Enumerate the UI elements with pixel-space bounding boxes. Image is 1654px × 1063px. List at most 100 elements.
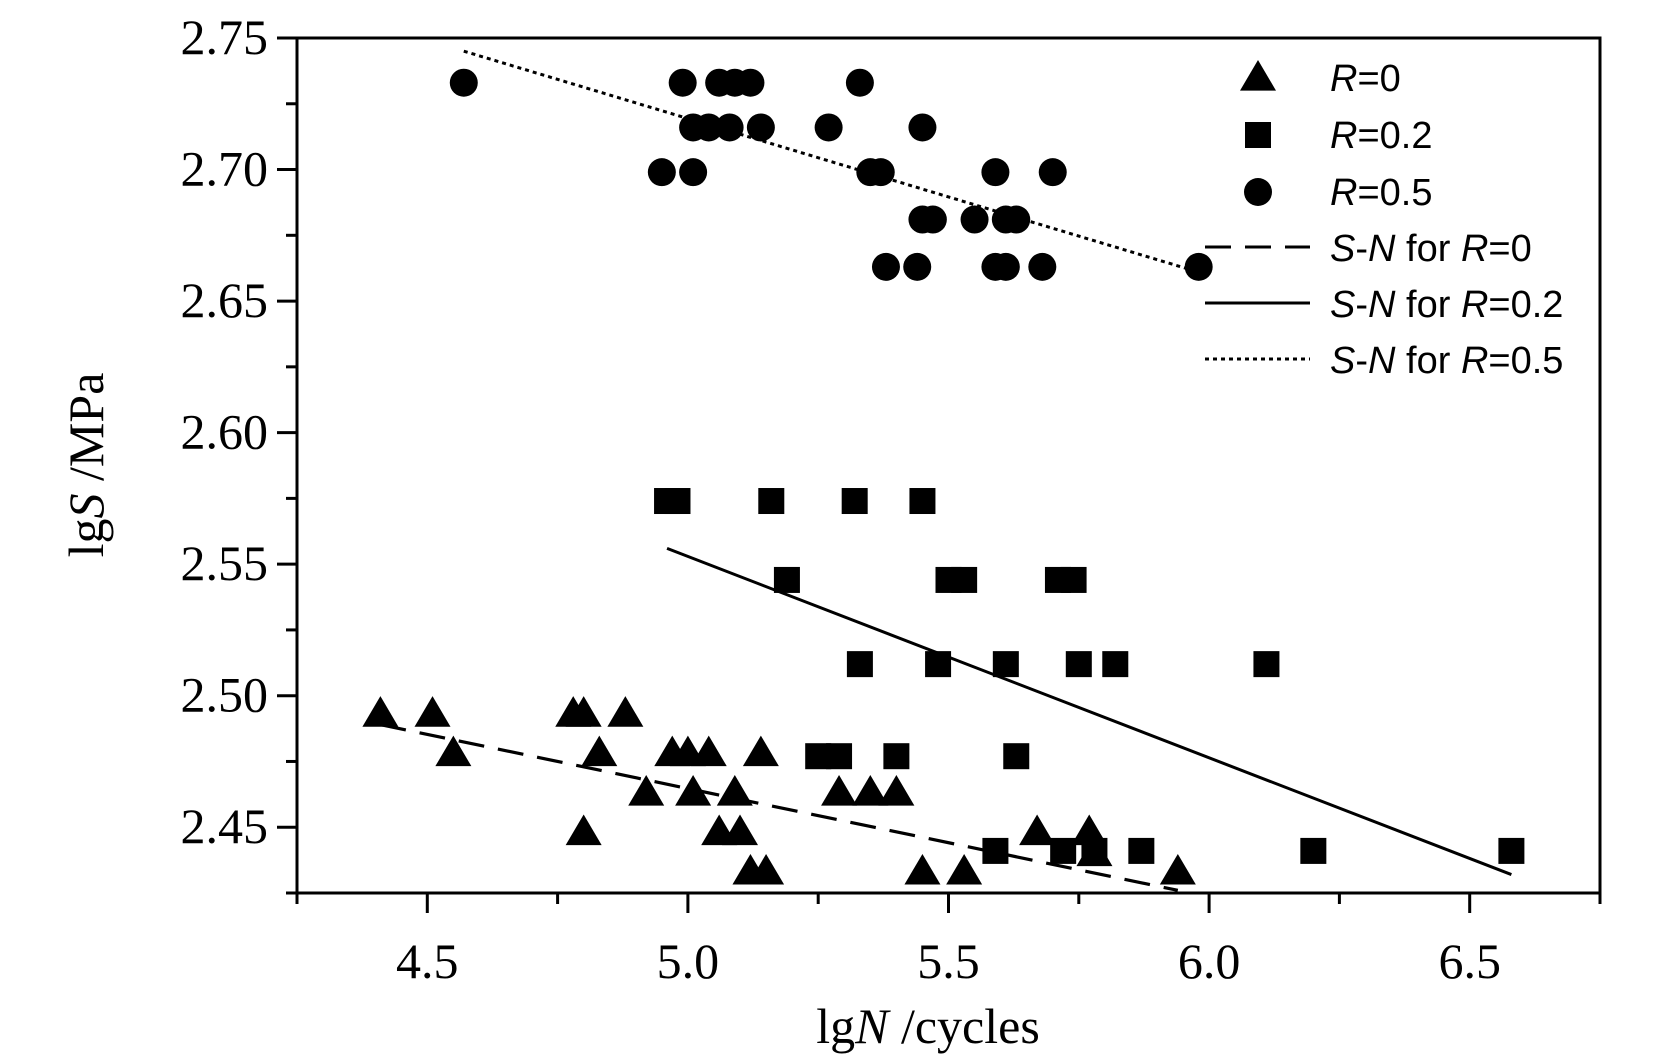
legend-label-part: R [1461,340,1488,382]
data-point-triangle [878,775,915,806]
y-axis-title: lgS /MPa [58,373,114,558]
legend-label-part: S [1330,340,1355,382]
data-point-triangle [1019,814,1056,846]
data-point-circle [647,158,676,187]
legend-label-part: =0.2 [1357,115,1432,157]
data-point-circle [1038,158,1067,187]
data-point-triangle [362,696,399,727]
data-point-square [1498,837,1525,864]
data-point-square [1003,743,1030,770]
y-tick-label: 2.45 [181,798,269,854]
legend-label: R=0 [1330,58,1401,100]
data-point-square [664,488,691,515]
data-point-triangle [581,735,618,767]
data-point-square [1128,837,1155,864]
legend-label-part: S [1330,284,1355,326]
fit-line-solid [666,546,1512,876]
legend-marker-triangle [1240,60,1276,91]
data-point-triangle [904,853,941,885]
data-point-triangle [675,775,712,806]
data-point-square [1050,837,1077,864]
y-axis-title-prefix: lg [58,518,114,557]
legend-label-part: R [1461,284,1488,326]
legend-label-part: N [1368,228,1396,270]
data-point-square [992,651,1019,678]
plot-frame [295,36,1602,895]
data-point-circle [715,113,744,142]
data-point-circle [903,252,932,281]
data-point-triangle [628,775,665,806]
data-point-circle [736,68,765,97]
x-axis-title-unit: /cycles [888,998,1039,1054]
data-point-square [758,488,785,515]
data-point-circle [814,113,843,142]
data-point-triangle [852,775,889,806]
legend-label-part: - [1355,284,1368,326]
legend-label-part: N [1368,340,1396,382]
data-point-square [909,488,936,515]
fit-lines [380,49,1512,892]
y-axis-title-symbol: S [58,493,114,518]
legend-label: S-N for R=0.5 [1330,340,1563,382]
axis-ticks [277,36,1602,913]
data-point-circle [449,68,478,97]
data-point-circle [960,205,989,234]
data-point-square [1102,651,1129,678]
data-point-circle [668,68,697,97]
x-tick-label: 5.5 [917,933,980,989]
legend-label-part: N [1368,284,1396,326]
data-point-circle [746,113,775,142]
tick-labels: 4.5 5.0 5.5 6.0 6.5 2.45 2.50 2.55 2.60 2.65 2.70 2… [181,9,1501,989]
legend-label-part: R [1330,58,1357,100]
data-point-triangle [716,775,753,806]
legend: R=0R=0.2R=0.5S-N for R=0S-N for R=0.2S-N… [1205,58,1563,382]
data-point-triangle [1071,814,1108,846]
data-point-circle [679,158,708,187]
data-point-circle [908,113,937,142]
legend-label-part: - [1355,340,1368,382]
data-point-triangle [565,696,602,727]
data-point-circle [694,113,723,142]
data-point-square [1253,651,1280,678]
x-tick-label: 6.5 [1438,933,1501,989]
data-point-circle [1002,205,1031,234]
legend-label-part: for [1395,284,1460,326]
y-tick-label: 2.70 [181,141,269,197]
legend-label-part: =0.5 [1488,340,1563,382]
x-axis-title-prefix: lg [816,998,855,1054]
legend-label-part: for [1395,228,1460,270]
legend-label-part: R [1330,115,1357,157]
y-axis-title-unit: /MPa [58,373,114,494]
data-point-circle [1184,252,1213,281]
legend-label-part: =0.5 [1357,172,1432,214]
legend-label: S-N for R=0.2 [1330,284,1563,326]
data-point-square [883,743,910,770]
data-point-triangle [821,775,858,806]
data-point-triangle [607,696,644,727]
data-point-square [951,566,978,593]
x-tick-label: 5.0 [657,933,720,989]
data-point-square [925,651,952,678]
data-point-square [841,488,868,515]
data-point-square [826,743,853,770]
data-point-triangle [748,853,785,885]
x-tick-label: 4.5 [396,933,459,989]
data-markers [362,68,1525,885]
data-point-triangle [435,735,472,767]
legend-label-part: =0 [1488,228,1531,270]
data-point-triangle [414,696,451,727]
data-point-circle [871,252,900,281]
data-point-circle [918,205,947,234]
y-tick-label: 2.60 [181,404,269,460]
data-point-triangle [722,814,759,846]
y-tick-label: 2.65 [181,272,269,328]
legend-label-part: R [1330,172,1357,214]
data-point-square [1060,566,1087,593]
legend-marker-circle [1244,178,1272,206]
y-tick-label: 2.50 [181,667,269,723]
fit-line-dotted [463,49,1200,274]
legend-label-part: - [1355,228,1368,270]
data-point-square [773,566,800,593]
data-point-triangle [742,735,779,767]
